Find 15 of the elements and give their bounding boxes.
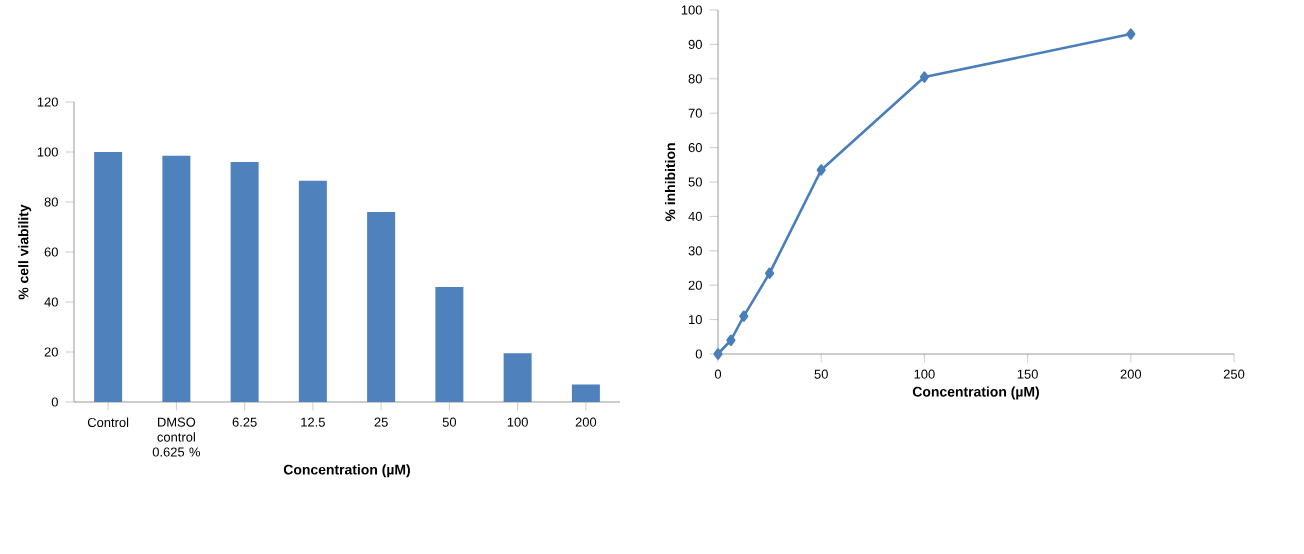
point [816, 164, 826, 176]
point [739, 310, 749, 322]
bar [298, 180, 327, 402]
bar [503, 353, 532, 402]
point [919, 71, 929, 83]
bar [571, 384, 600, 402]
bar [94, 152, 123, 402]
bar [367, 212, 396, 402]
point [726, 334, 736, 346]
point [765, 267, 775, 279]
point [1126, 28, 1136, 40]
point [713, 348, 723, 360]
bar [162, 155, 191, 402]
bar [435, 287, 464, 402]
bar [230, 162, 259, 402]
